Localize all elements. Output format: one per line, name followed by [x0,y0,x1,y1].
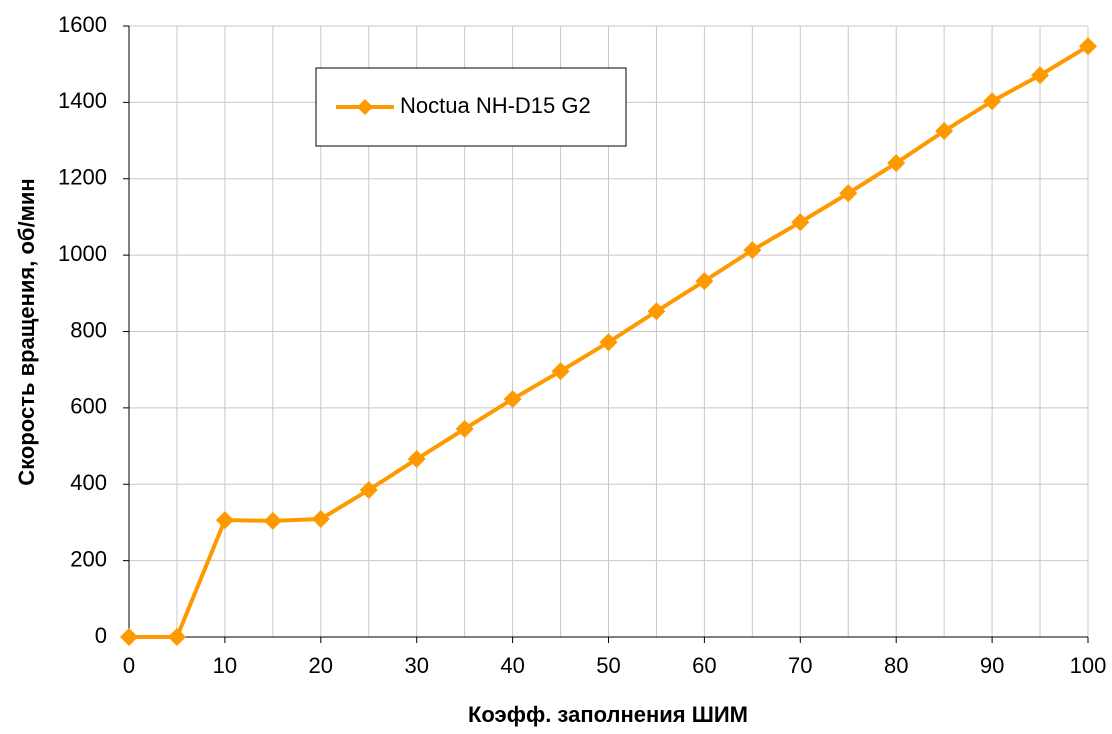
point-marker [359,480,378,499]
point-marker [455,419,474,438]
y-tick-label: 1600 [58,12,107,37]
point-marker [407,450,426,469]
point-marker [263,511,282,530]
point-marker [167,628,186,646]
y-tick-label: 600 [70,394,107,419]
y-tick-label: 200 [70,546,107,571]
point-marker [695,272,714,291]
x-tick-label: 100 [1070,653,1107,678]
x-tick-label: 70 [788,653,812,678]
y-axis-title: Скорость вращения, об/мин [14,178,39,485]
x-tick-label: 80 [884,653,908,678]
legend-label: Noctua NH-D15 G2 [400,93,591,118]
point-marker [1031,66,1050,85]
point-marker [647,302,666,321]
x-tick-label: 0 [123,653,135,678]
x-tick-label: 30 [404,653,428,678]
point-marker [743,241,762,260]
point-marker [839,184,858,203]
x-tick-label: 60 [692,653,716,678]
y-tick-label: 0 [95,623,107,648]
y-tick-label: 1400 [58,88,107,113]
point-marker [551,362,570,381]
point-marker [983,92,1002,111]
legend-marker [357,99,373,115]
point-marker [311,510,330,529]
x-tick-label: 10 [213,653,237,678]
x-axis-title: Коэфф. заполнения ШИМ [468,702,748,727]
point-marker [935,122,954,141]
point-marker [599,333,618,352]
y-tick-label: 800 [70,317,107,342]
point-marker [1079,37,1097,56]
point-marker [215,511,234,530]
point-marker [887,154,906,173]
point-marker [120,628,138,646]
x-tick-label: 50 [596,653,620,678]
y-tick-label: 400 [70,470,107,495]
x-tick-label: 90 [980,653,1004,678]
point-marker [503,390,522,409]
x-tick-label: 40 [500,653,524,678]
y-tick-label: 1200 [58,165,107,190]
x-tick-label: 20 [309,653,333,678]
point-marker [791,213,810,232]
y-tick-label: 1000 [58,241,107,266]
